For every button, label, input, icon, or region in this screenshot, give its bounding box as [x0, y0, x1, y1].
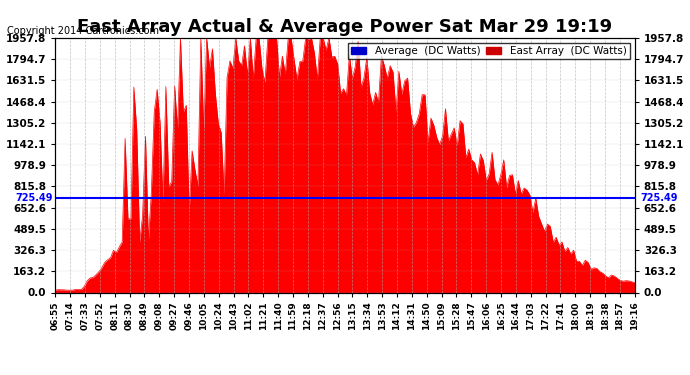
Legend: Average  (DC Watts), East Array  (DC Watts): Average (DC Watts), East Array (DC Watts… [348, 43, 629, 59]
Text: 725.49: 725.49 [15, 193, 52, 203]
Text: 725.49: 725.49 [640, 193, 678, 203]
Title: East Array Actual & Average Power Sat Mar 29 19:19: East Array Actual & Average Power Sat Ma… [77, 18, 613, 36]
Text: Copyright 2014 Cartronics.com: Copyright 2014 Cartronics.com [7, 26, 159, 36]
